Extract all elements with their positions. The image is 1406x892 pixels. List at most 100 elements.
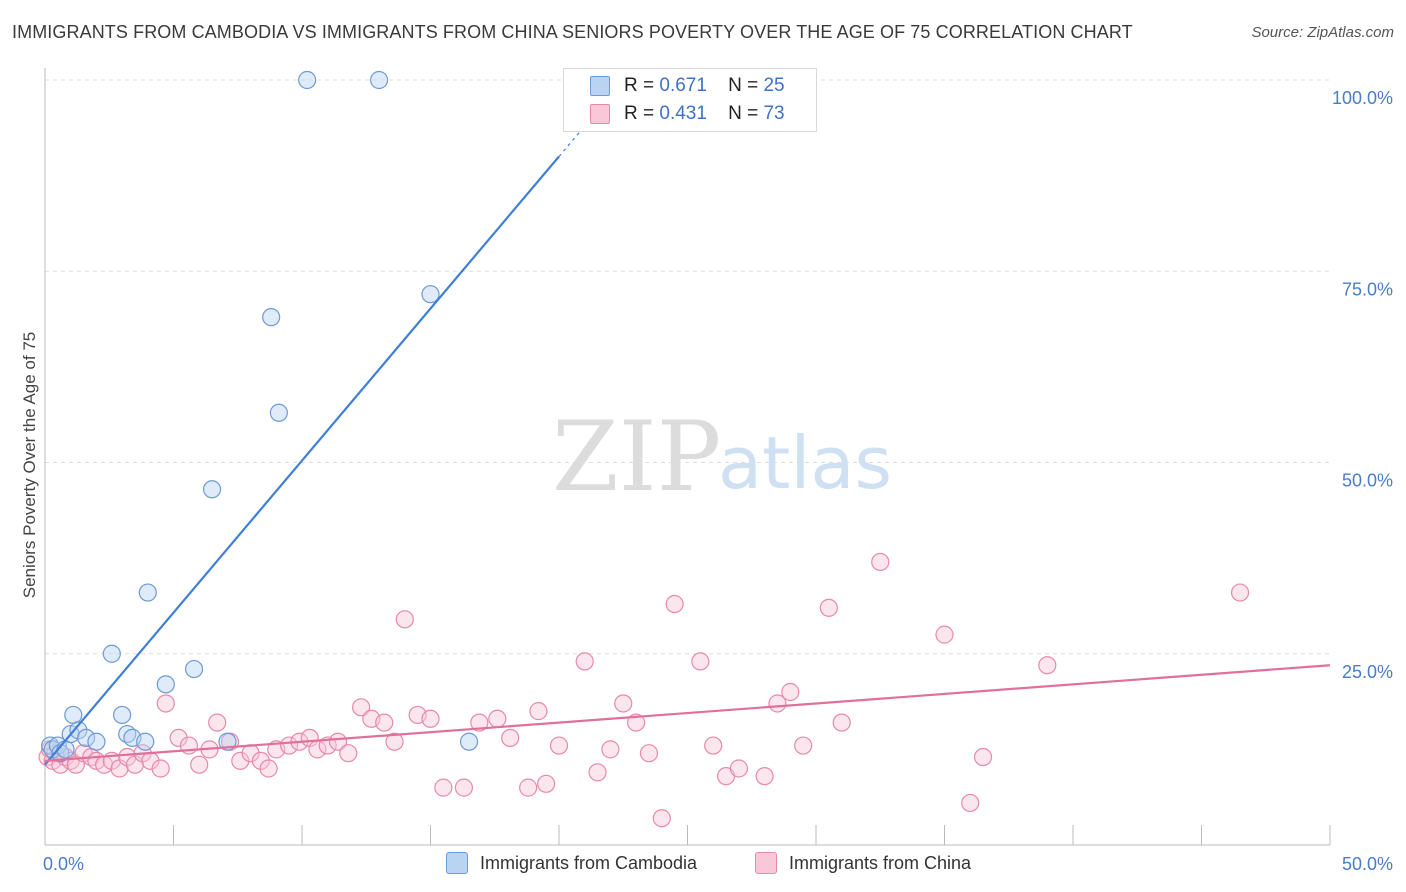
china-point-75: [973, 747, 993, 767]
cambodia-point-6: [64, 705, 83, 725]
series-label-cambodia: Immigrants from Cambodia: [480, 852, 698, 873]
china-point-40: [375, 713, 394, 732]
china-point-60: [652, 809, 671, 828]
axes: [44, 68, 1331, 846]
legend-swatch-china: [590, 104, 610, 124]
china-point-44: [421, 709, 440, 728]
series-label-china: Immigrants from China: [789, 852, 972, 873]
china-point-76: [1038, 656, 1057, 675]
legend-r-china: 0.431: [659, 103, 707, 124]
china-point-73: [935, 625, 954, 644]
cambodia-point-17: [184, 659, 204, 679]
legend-r-label: R =: [624, 103, 655, 124]
china-point-46: [454, 778, 474, 797]
china-point-22: [190, 755, 209, 774]
legend-n-label: N =: [728, 75, 759, 96]
series-swatch-cambodia: [446, 852, 468, 874]
china-point-24: [208, 713, 227, 732]
series-legend-cambodia[interactable]: Immigrants from Cambodia: [446, 852, 697, 874]
china-point-63: [704, 736, 723, 755]
x-tick-label-1: 50.0%: [1342, 854, 1393, 874]
china-point-71: [832, 713, 851, 732]
china-point-36: [328, 732, 348, 751]
china-point-41: [385, 732, 404, 751]
cambodia-point-21: [269, 403, 288, 422]
legend-r-cambodia: 0.671: [659, 75, 707, 96]
china-point-18: [151, 759, 170, 778]
china-point-28: [251, 751, 270, 770]
cambodia-point-9: [87, 732, 106, 751]
china-point-56: [601, 740, 620, 759]
china-point-58: [626, 713, 646, 732]
cambodia-trend-line: [44, 155, 560, 766]
gridlines: [45, 79, 1330, 655]
tick-labels: 25.0% 50.0% 75.0% 100.0% 0.0% 50.0%: [43, 88, 1393, 874]
china-point-62: [691, 652, 710, 671]
cambodia-point-14: [136, 732, 155, 751]
cambodia-point-8: [77, 728, 96, 748]
series-legend-china[interactable]: Immigrants from China: [755, 852, 971, 874]
china-point-26: [231, 751, 250, 770]
cambodia-point-20: [262, 308, 281, 327]
china-point-48: [488, 709, 507, 728]
china-point-70: [819, 598, 838, 617]
china-point-74: [961, 793, 980, 813]
legend-row-cambodia: R = 0.671 N = 25: [590, 73, 785, 99]
china-point-57: [614, 694, 633, 713]
cambodia-point-22: [298, 70, 317, 90]
cambodia-point-24: [421, 285, 440, 304]
china-point-45: [434, 778, 453, 797]
china-point-38: [352, 698, 371, 717]
china-point-19: [156, 694, 175, 713]
china-point-14: [118, 747, 137, 767]
chart-title: IMMIGRANTS FROM CAMBODIA VS IMMIGRANTS F…: [12, 22, 1133, 42]
china-trend-line: [44, 664, 1331, 762]
china-point-72: [871, 552, 890, 572]
cambodia-point-10: [102, 644, 121, 663]
china-point-61: [665, 594, 684, 614]
china-point-35: [318, 736, 337, 755]
china-point-47: [470, 713, 489, 732]
china-point-69: [794, 736, 813, 755]
china-series: [38, 552, 1250, 828]
cambodia-point-11: [112, 705, 132, 725]
cambodia-point-23: [370, 70, 389, 90]
cambodia-point-25: [459, 732, 479, 751]
china-point-55: [588, 763, 607, 782]
legend-swatch-cambodia: [590, 76, 610, 96]
legend-n-china: 73: [763, 103, 785, 124]
china-point-20: [169, 728, 188, 748]
series-swatch-china: [755, 852, 777, 874]
y-tick-label-3: 100.0%: [1332, 88, 1393, 108]
correlation-legend: R = 0.671 N = 25 R = 0.431 N = 73: [563, 68, 817, 132]
watermark-zip: ZIP: [552, 401, 721, 513]
china-point-68: [781, 682, 800, 702]
cambodia-point-4: [56, 740, 75, 759]
watermark-atlas: atlas: [718, 421, 892, 505]
china-point-65: [729, 759, 749, 778]
china-point-59: [639, 744, 659, 763]
china-point-37: [339, 744, 358, 763]
china-point-54: [575, 652, 594, 671]
legend-n-label: N =: [728, 103, 759, 124]
china-point-51: [529, 702, 548, 721]
legend-n-cambodia: 25: [763, 75, 785, 96]
china-point-49: [501, 728, 520, 748]
china-point-77: [1230, 583, 1250, 602]
cambodia-point-16: [156, 675, 175, 694]
source-label: Source: ZipAtlas.com: [1251, 24, 1394, 41]
china-point-66: [755, 767, 774, 786]
y-tick-label-0: 25.0%: [1342, 662, 1393, 682]
trend-lines: [44, 125, 1331, 766]
china-point-42: [395, 610, 414, 629]
china-point-50: [519, 778, 538, 797]
series-legend: Immigrants from Cambodia Immigrants from…: [0, 852, 1406, 876]
cambodia-series: [41, 70, 479, 763]
legend-row-china: R = 0.431 N = 73: [590, 101, 785, 127]
china-point-29: [259, 759, 278, 778]
legend-r-label: R =: [624, 75, 655, 96]
y-tick-label-2: 75.0%: [1342, 279, 1393, 299]
y-tick-label-1: 50.0%: [1342, 471, 1393, 491]
cambodia-point-7: [69, 721, 88, 740]
